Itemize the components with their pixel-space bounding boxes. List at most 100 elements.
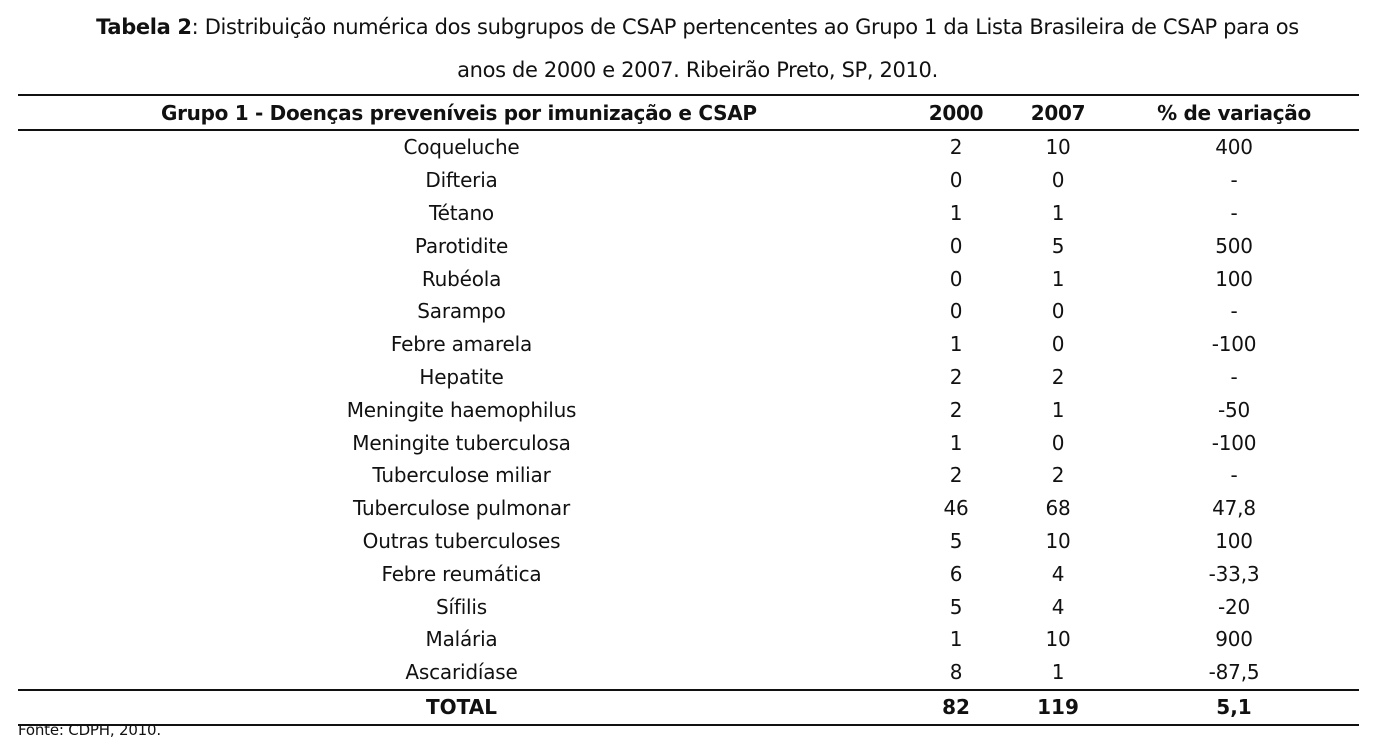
row-variation-cell: - — [1230, 168, 1238, 193]
table-row: Meningite haemophilus 2 1 -50 — [18, 393, 1359, 426]
row-year-2000-cell: 8 — [949, 660, 963, 685]
table-row: Hepatite 2 2 - — [18, 361, 1359, 394]
row-year-2007-cell: 10 — [1045, 528, 1071, 553]
table-row: Parotidite 0 5 500 — [18, 229, 1359, 262]
row-year-2000-cell: 1 — [949, 332, 963, 357]
row-year-2007-cell: 0 — [1051, 168, 1065, 193]
row-year-2000-cell: 2 — [949, 135, 963, 160]
row-year-2000-cell: 1 — [949, 627, 963, 652]
header-row: Grupo 1 - Doenças preveníveis por imuniz… — [18, 94, 1359, 131]
row-year-2007-cell: 4 — [1051, 594, 1065, 619]
row-year-2000-cell: 0 — [949, 168, 963, 193]
source-note: Fonte: CDPH, 2010. — [18, 721, 161, 739]
row-year-2007-cell: 0 — [1051, 299, 1065, 324]
table-row: Tétano 1 1 - — [18, 197, 1359, 230]
row-name-cell: Febre reumática — [381, 561, 542, 586]
row-variation-cell: -100 — [1211, 332, 1257, 357]
table-row: Sarampo 0 0 - — [18, 295, 1359, 328]
table-body: Coqueluche 2 10 400 Difteria 0 0- Tétano 1 1- Paro… — [18, 130, 1359, 690]
caption-line-2: anos de 2000 e 2007. Ribeirão Preto, SP,… — [457, 58, 938, 82]
total-year-2000: 82 — [905, 688, 1007, 726]
row-name-cell: Difteria — [425, 168, 498, 193]
row-year-2007-cell: 2 — [1051, 364, 1065, 389]
data-table: Grupo 1 - Doenças preveníveis por imuniz… — [18, 94, 1359, 726]
row-name-cell: Sarampo — [417, 299, 506, 324]
row-variation-cell: 900 — [1215, 627, 1253, 652]
row-variation-cell: -20 — [1217, 594, 1251, 619]
row-variation-cell: - — [1230, 463, 1238, 488]
row-year-2007-cell: 5 — [1051, 233, 1065, 258]
row-year-2007-cell: 1 — [1051, 397, 1065, 422]
table-row: Rubéola 0 1 100 — [18, 262, 1359, 295]
header-year-2007: 2007 — [1007, 94, 1109, 131]
table-row: Meningite tuberculosa 1 0 -100 — [18, 426, 1359, 459]
row-name-cell: Tuberculose pulmonar — [353, 496, 570, 521]
row-year-2007-cell: 0 — [1051, 332, 1065, 357]
row-name-cell: Tétano — [429, 200, 494, 225]
data-table-container: Grupo 1 - Doenças preveníveis por imuniz… — [18, 94, 1359, 726]
header-variation: % de variação — [1109, 94, 1359, 131]
row-year-2000-cell: 0 — [949, 233, 963, 258]
row-name-cell: Sífilis — [436, 594, 487, 619]
row-year-2000-cell: 2 — [949, 463, 963, 488]
row-name-cell: Tuberculose miliar — [372, 463, 551, 488]
row-year-2007-cell: 1 — [1051, 266, 1065, 291]
row-year-2007-cell: 2 — [1051, 463, 1065, 488]
row-name-cell: Meningite tuberculosa — [352, 430, 571, 455]
row-variation-cell: 47,8 — [1212, 496, 1256, 521]
row-year-2000-cell: 5 — [949, 594, 963, 619]
row-year-2000-cell: 5 — [949, 528, 963, 553]
row-year-2007-cell: 1 — [1051, 660, 1065, 685]
table-row: Outras tuberculoses 5 10 100 — [18, 525, 1359, 558]
row-year-2000-cell: 2 — [949, 364, 963, 389]
row-name-cell: Rubéola — [421, 266, 502, 291]
row-variation-cell: - — [1230, 200, 1238, 225]
row-variation-cell: -33,3 — [1208, 561, 1260, 586]
row-year-2000-cell: 46 — [943, 496, 969, 521]
row-year-2000-cell: 0 — [949, 266, 963, 291]
row-year-2007-cell: 0 — [1051, 430, 1065, 455]
row-variation-cell: 100 — [1215, 266, 1253, 291]
row-variation-cell: -100 — [1211, 430, 1257, 455]
row-name-cell: Coqueluche — [403, 135, 520, 160]
caption-text-1: : Distribuição numérica dos subgrupos de… — [191, 15, 1300, 39]
row-year-2007-cell: 1 — [1051, 200, 1065, 225]
row-variation-cell: 400 — [1215, 135, 1253, 160]
row-name-cell: Malária — [425, 627, 498, 652]
total-variation: 5,1 — [1109, 688, 1359, 726]
table-row: Ascaridíase 8 1 -87,5 — [18, 656, 1359, 690]
row-name-cell: Ascaridíase — [405, 660, 518, 685]
row-year-2000-cell: 2 — [949, 397, 963, 422]
table-row: Tuberculose miliar 2 2 - — [18, 459, 1359, 492]
row-name-cell: Hepatite — [419, 364, 504, 389]
row-year-2000-cell: 0 — [949, 299, 963, 324]
row-variation-cell: - — [1230, 299, 1238, 324]
row-year-2007-cell: 10 — [1045, 135, 1071, 160]
row-name-cell: Outras tuberculoses — [362, 528, 561, 553]
row-name-cell: Parotidite — [414, 233, 509, 258]
row-year-2007-cell: 4 — [1051, 561, 1065, 586]
table-caption: Tabela 2: Distribuição numérica dos subg… — [0, 6, 1395, 92]
row-year-2007-cell: 10 — [1045, 627, 1071, 652]
row-year-2000-cell: 1 — [949, 200, 963, 225]
table-row: Difteria 0 0 - — [18, 164, 1359, 197]
total-label: TOTAL — [18, 688, 905, 726]
caption-label: Tabela 2 — [96, 15, 192, 39]
table-row: Febre amarela 1 0 -100 — [18, 328, 1359, 361]
table-row: Malária 1 10 900 — [18, 623, 1359, 656]
row-name-cell: Febre amarela — [390, 332, 533, 357]
row-year-2000-cell: 1 — [949, 430, 963, 455]
row-name-cell: Meningite haemophilus — [346, 397, 577, 422]
table-row: Febre reumática 6 4 -33,3 — [18, 557, 1359, 590]
table-row: Coqueluche 2 10 400 — [18, 130, 1359, 164]
row-variation-cell: 500 — [1215, 233, 1253, 258]
header-year-2000: 2000 — [905, 94, 1007, 131]
row-year-2007-cell: 68 — [1045, 496, 1071, 521]
table-row: Tuberculose pulmonar 46 68 47,8 — [18, 492, 1359, 525]
row-variation-cell: 100 — [1215, 528, 1253, 553]
row-variation-cell: -87,5 — [1208, 660, 1260, 685]
total-row: TOTAL 82 119 5,1 — [18, 688, 1359, 726]
caption-line-1: Tabela 2: Distribuição numérica dos subg… — [0, 6, 1395, 49]
header-name: Grupo 1 - Doenças preveníveis por imuniz… — [18, 94, 905, 131]
row-year-2000-cell: 6 — [949, 561, 963, 586]
